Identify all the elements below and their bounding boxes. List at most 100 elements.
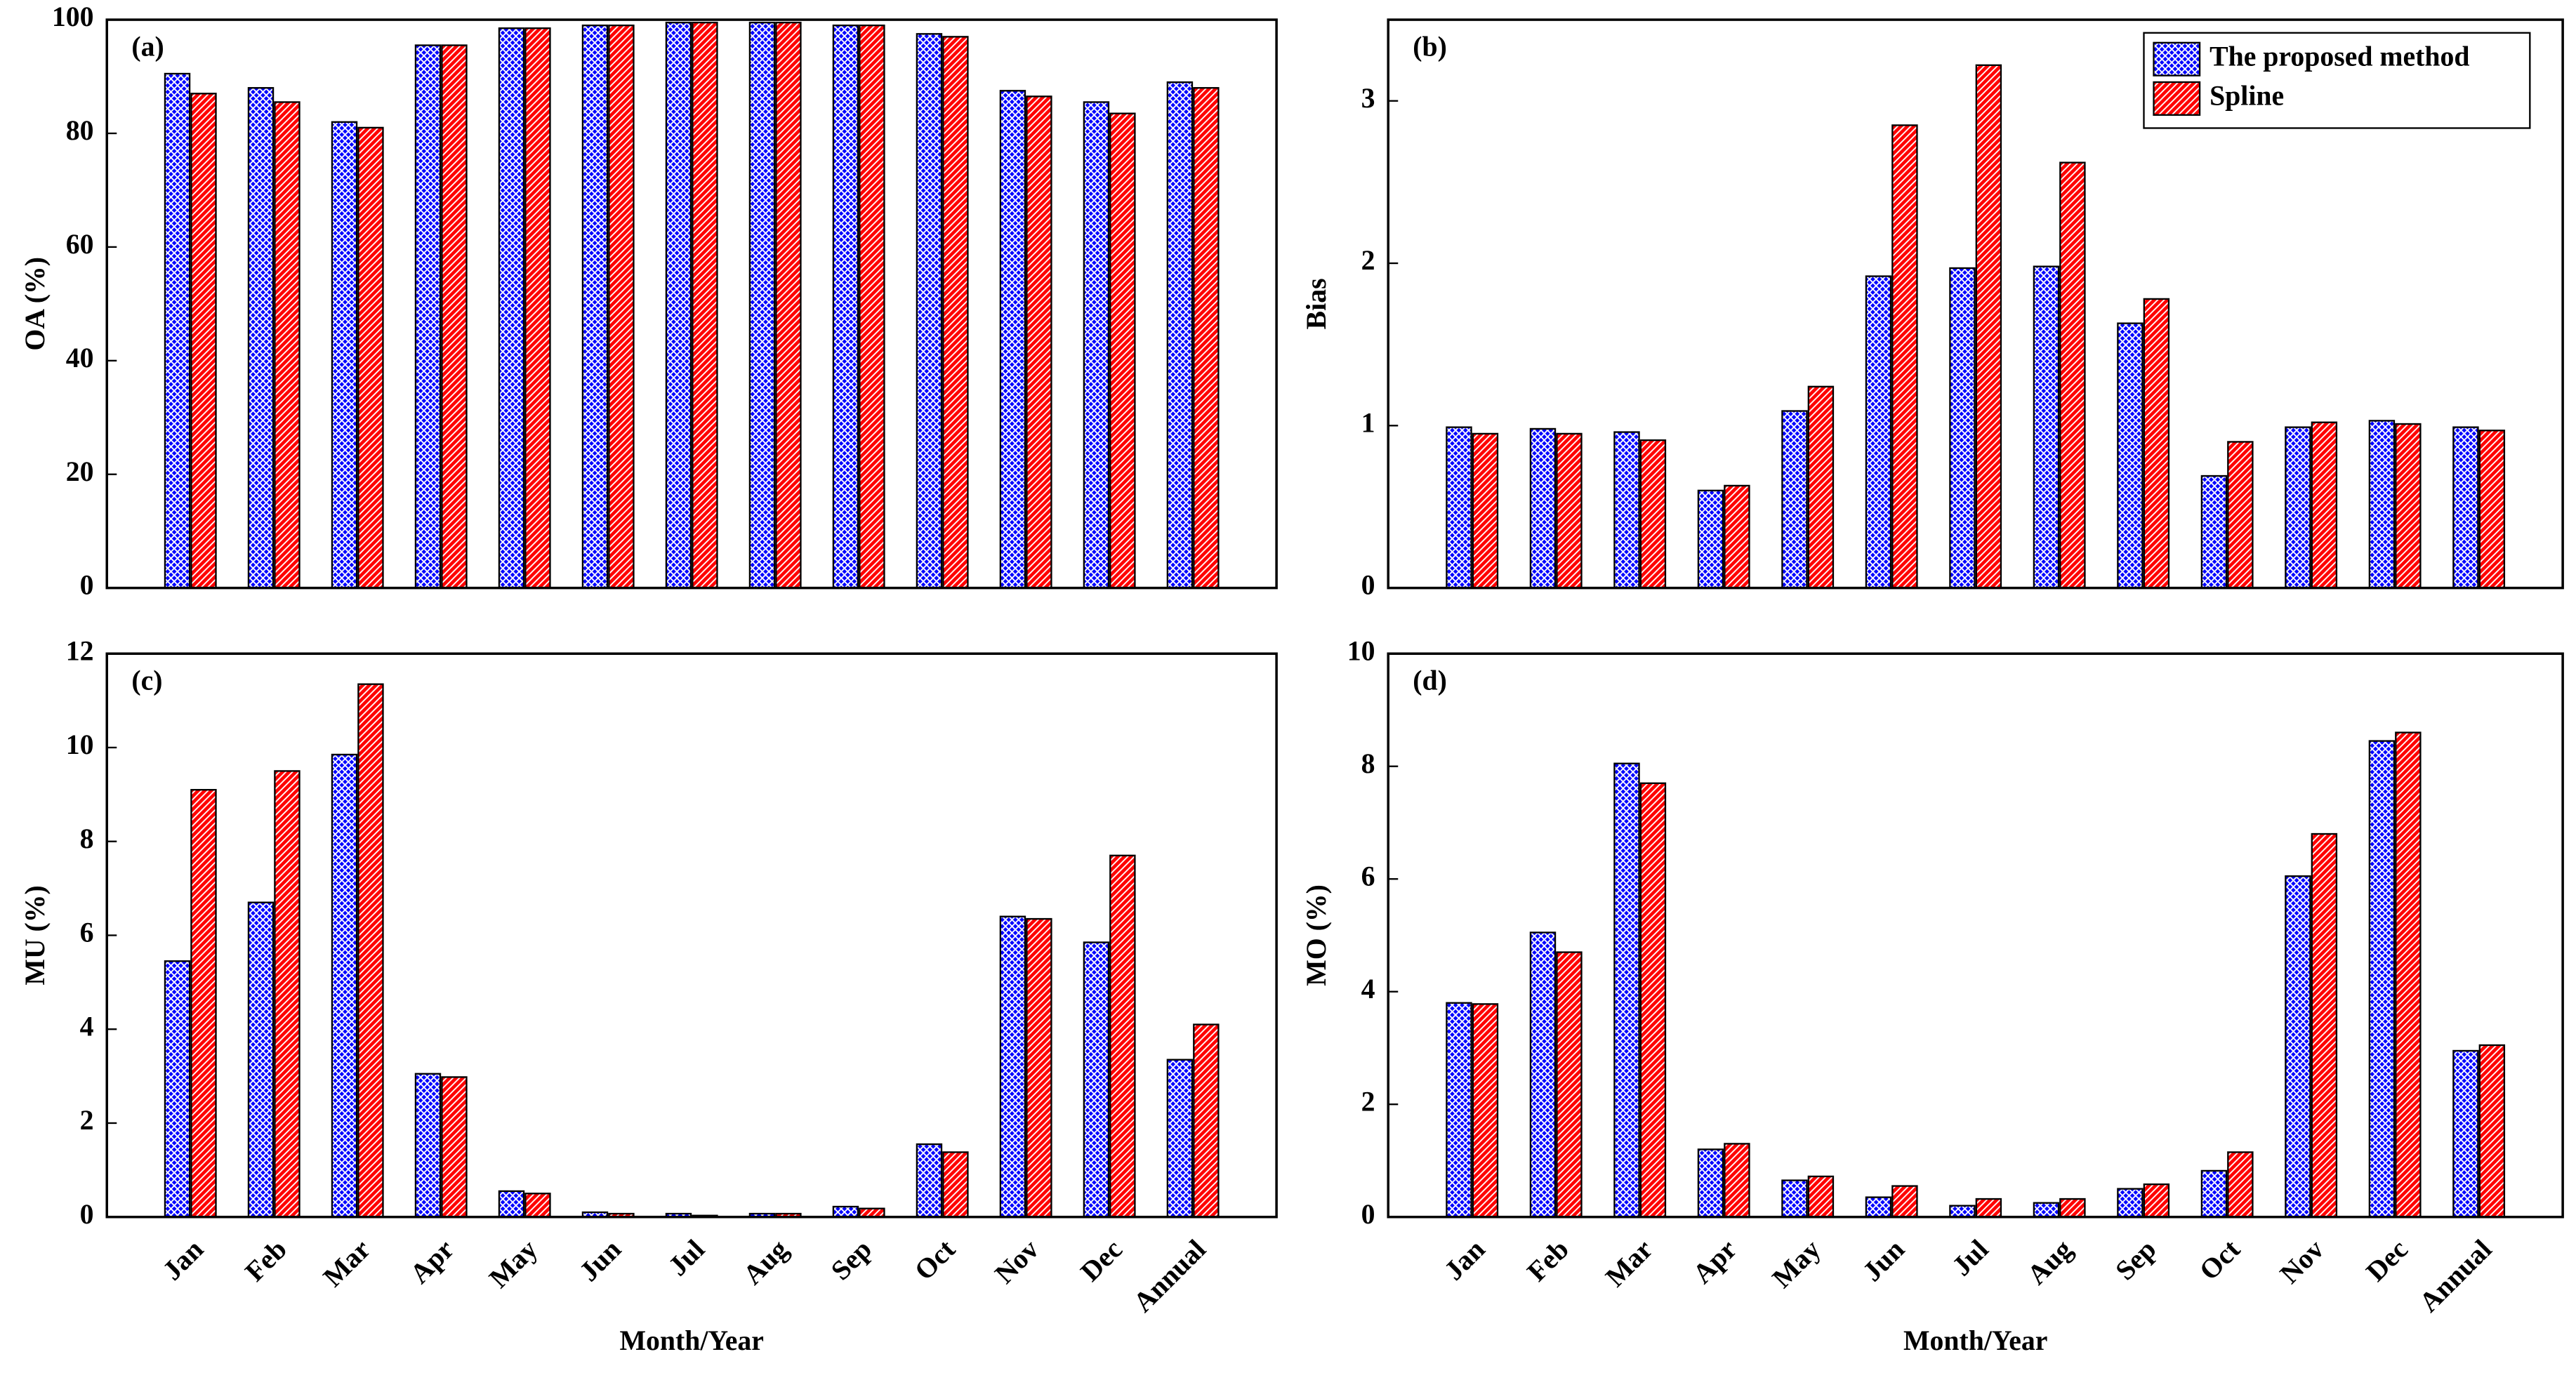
legend-label: Spline — [2210, 81, 2284, 112]
bar — [2395, 423, 2422, 589]
bar — [331, 753, 358, 1218]
y-tick-label: 0 — [1361, 570, 1375, 601]
bar — [1807, 1175, 1835, 1218]
bar — [1529, 427, 1557, 589]
bar — [1975, 64, 2002, 589]
bar — [1446, 426, 1472, 589]
bar — [274, 101, 300, 589]
bar — [2200, 475, 2228, 589]
bar — [1472, 1003, 1499, 1218]
bar — [916, 1143, 943, 1218]
bar — [1724, 484, 1750, 589]
y-tick-label: 0 — [1361, 1199, 1375, 1230]
x-tick-label: Annual — [2413, 1234, 2497, 1318]
bar — [1109, 112, 1136, 589]
bar — [1949, 267, 1976, 589]
panel-label: (a) — [131, 31, 164, 62]
bar — [1026, 917, 1052, 1218]
bar — [274, 770, 300, 1218]
panel-label: (c) — [131, 665, 162, 696]
y-tick-label: 10 — [66, 729, 94, 760]
bar — [441, 1076, 468, 1218]
y-tick-label: 2 — [80, 1105, 94, 1136]
bar — [2117, 322, 2144, 589]
bar — [1975, 1198, 2002, 1218]
x-tick-label: Oct — [909, 1233, 961, 1286]
x-tick-label: Apr — [1687, 1234, 1743, 1290]
x-tick-label: Aug — [2021, 1233, 2078, 1290]
bar — [775, 21, 802, 589]
bar — [1891, 124, 1918, 589]
bar — [2368, 420, 2396, 589]
bar — [2200, 1169, 2228, 1218]
x-tick-label: Mar — [317, 1234, 376, 1293]
bar — [2227, 441, 2254, 589]
bar — [1639, 782, 1667, 1218]
bar — [2311, 421, 2338, 589]
bar — [524, 27, 551, 589]
bar — [832, 25, 859, 589]
legend-label: The proposed method — [2210, 41, 2469, 72]
bar — [1807, 385, 1835, 589]
bar — [441, 44, 468, 589]
bar — [524, 1193, 551, 1218]
axes-frame — [105, 652, 1278, 1219]
bar — [1556, 432, 1583, 589]
bar — [2311, 833, 2338, 1218]
bar — [2033, 265, 2060, 589]
bar — [190, 93, 217, 589]
x-tick-label: Apr — [404, 1234, 461, 1290]
bar — [1613, 431, 1640, 589]
y-tick-label: 20 — [66, 456, 94, 487]
bar — [2227, 1151, 2254, 1218]
x-tick-label: Dec — [2360, 1234, 2414, 1287]
bar — [916, 33, 943, 589]
bar — [2143, 1183, 2170, 1218]
x-tick-label: May — [483, 1233, 543, 1294]
x-tick-label: Sep — [825, 1234, 878, 1287]
bar — [2285, 426, 2311, 589]
bar — [498, 27, 525, 589]
bar — [414, 1073, 442, 1218]
x-tick-label: Feb — [1521, 1234, 1575, 1287]
axes-frame — [105, 18, 1278, 590]
bar — [1026, 95, 1052, 589]
bar — [2143, 298, 2170, 589]
y-tick-label: 8 — [1361, 748, 1375, 779]
bar — [1613, 762, 1640, 1218]
bar — [2478, 430, 2506, 589]
y-tick-label: 8 — [80, 823, 94, 854]
y-tick-label: 0 — [80, 1199, 94, 1230]
bar — [1083, 941, 1110, 1218]
y-tick-label: 4 — [1361, 974, 1375, 1004]
x-tick-label: Dec — [1075, 1234, 1128, 1287]
bar — [1529, 931, 1557, 1218]
y-tick-label: 60 — [66, 229, 94, 260]
x-tick-label: Jan — [1439, 1234, 1491, 1287]
y-axis-label: MO (%) — [1301, 884, 1332, 986]
bar — [1109, 854, 1136, 1218]
axes-frame — [1387, 18, 2564, 590]
y-tick-label: 6 — [80, 917, 94, 948]
x-tick-label: Jul — [1946, 1234, 1995, 1282]
bar — [414, 44, 442, 589]
x-tick-label: Annual — [1128, 1234, 1212, 1318]
bar — [1724, 1143, 1750, 1218]
y-tick-label: 80 — [66, 115, 94, 146]
bar — [2033, 1202, 2060, 1218]
bar — [1781, 410, 1808, 589]
x-axis-label: Month/Year — [619, 1325, 763, 1356]
y-tick-label: 6 — [1361, 861, 1375, 891]
bar — [1697, 489, 1724, 589]
bar — [1949, 1205, 1976, 1218]
bar — [1446, 1002, 1472, 1218]
y-axis-label: OA (%) — [20, 257, 51, 351]
bar — [357, 683, 384, 1218]
bar — [608, 25, 635, 589]
bar — [2368, 740, 2396, 1218]
y-tick-label: 2 — [1361, 1086, 1375, 1117]
x-tick-label: Feb — [239, 1234, 293, 1287]
legend-swatch — [2153, 81, 2201, 116]
x-tick-label: Jun — [574, 1234, 627, 1287]
bar — [1083, 101, 1110, 589]
